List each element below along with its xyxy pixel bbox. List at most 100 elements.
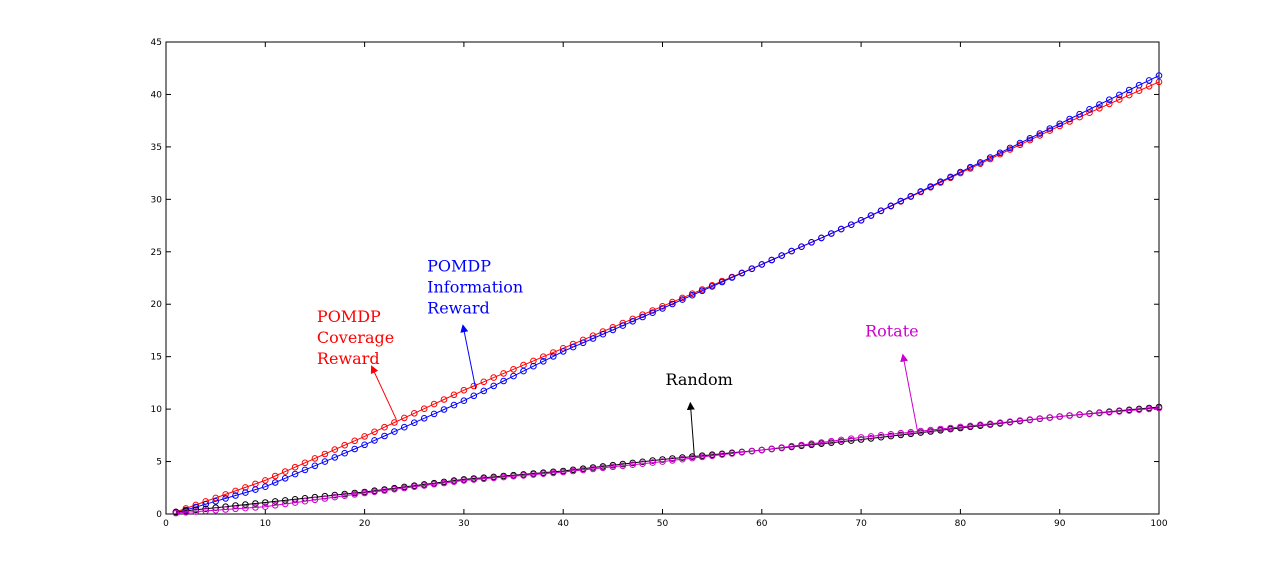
data-point: [927, 426, 934, 434]
data-point: [788, 442, 795, 450]
data-point: [1016, 139, 1024, 147]
data-point: [828, 230, 835, 237]
data-point: [262, 499, 269, 506]
data-point: [847, 435, 855, 443]
y-tick-label: 30: [151, 195, 163, 205]
data-point: [1056, 413, 1063, 420]
data-point: [222, 495, 229, 502]
data-point: [907, 428, 915, 436]
y-tick-label: 15: [151, 353, 162, 363]
plot-area: [165, 41, 1160, 515]
data-point: [420, 415, 428, 422]
data-point: [738, 449, 746, 456]
data-point: [837, 225, 845, 233]
annotation-arrow: [900, 353, 919, 433]
data-point: [222, 491, 229, 498]
data-point: [847, 437, 855, 444]
data-point: [679, 455, 686, 463]
y-tick-label: 20: [151, 300, 163, 310]
annotation-2: Random: [665, 370, 733, 456]
data-point: [1125, 86, 1133, 94]
y-tick-label: 35: [151, 143, 162, 153]
data-point: [768, 445, 776, 453]
data-point: [311, 455, 319, 462]
data-point: [530, 362, 537, 370]
data-point: [569, 467, 577, 475]
annotation-line: Reward: [317, 349, 380, 368]
data-point: [222, 506, 229, 513]
data-point: [212, 494, 219, 502]
data-point: [798, 441, 805, 449]
data-point: [977, 159, 984, 166]
annotation-0: POMDP Coverage Reward: [317, 307, 397, 420]
data-point: [689, 454, 696, 462]
data-point: [470, 382, 478, 390]
data-point: [381, 432, 388, 440]
data-point: [430, 480, 438, 488]
data-point: [540, 470, 547, 478]
data-point: [411, 419, 418, 427]
data-point: [361, 433, 368, 440]
data-point: [698, 287, 706, 295]
data-point: [420, 405, 428, 413]
data-point: [281, 468, 289, 475]
data-point: [1145, 77, 1153, 84]
data-point: [887, 431, 895, 438]
data-point: [867, 435, 875, 442]
data-point: [440, 479, 448, 487]
data-point: [708, 452, 716, 460]
data-point: [351, 491, 359, 498]
x-tick-label: 80: [955, 519, 967, 529]
annotation-line: POMDP: [317, 307, 381, 326]
data-point: [798, 243, 805, 250]
annotation-arrow: [686, 401, 695, 456]
annotation-label: Random: [665, 370, 732, 389]
series-layer: [172, 72, 1163, 517]
data-point: [768, 256, 776, 264]
data-point: [808, 440, 815, 448]
series-line: [175, 406, 1160, 513]
data-point: [301, 497, 309, 505]
data-point: [599, 464, 607, 472]
data-point: [609, 326, 617, 334]
data-point: [708, 283, 716, 290]
data-point: [718, 278, 726, 286]
data-point: [341, 441, 349, 449]
data-point: [450, 401, 458, 409]
data-point: [758, 446, 766, 454]
data-point: [1116, 96, 1123, 103]
data-point: [1076, 110, 1083, 118]
data-point: [1026, 416, 1034, 423]
annotation-label: POMDP Information Reward: [427, 257, 523, 318]
y-tick-label: 45: [151, 38, 162, 48]
data-point: [172, 509, 180, 517]
data-point: [301, 466, 309, 474]
data-point: [381, 487, 388, 494]
data-point: [540, 358, 547, 365]
x-tick-label: 0: [163, 519, 169, 529]
data-point: [371, 428, 378, 436]
data-point: [659, 305, 666, 312]
data-point: [401, 414, 408, 422]
data-point: [430, 400, 438, 408]
data-point: [589, 465, 597, 473]
data-point: [1106, 409, 1113, 416]
data-point: [718, 451, 726, 458]
y-tick-label: 5: [156, 458, 162, 468]
annotation-line: Rotate: [865, 322, 919, 341]
data-point: [510, 366, 517, 373]
data-point: [1006, 144, 1014, 152]
data-point: [1086, 410, 1093, 418]
x-tick-label: 50: [657, 519, 669, 529]
data-point: [381, 423, 388, 431]
data-point: [986, 420, 994, 428]
data-point: [500, 370, 507, 377]
data-point: [828, 437, 835, 445]
data-point: [818, 234, 825, 242]
data-point: [857, 436, 865, 443]
data-point: [420, 482, 428, 489]
data-point: [341, 449, 349, 457]
data-point: [480, 475, 488, 483]
data-point: [440, 396, 448, 403]
data-point: [1125, 91, 1133, 99]
